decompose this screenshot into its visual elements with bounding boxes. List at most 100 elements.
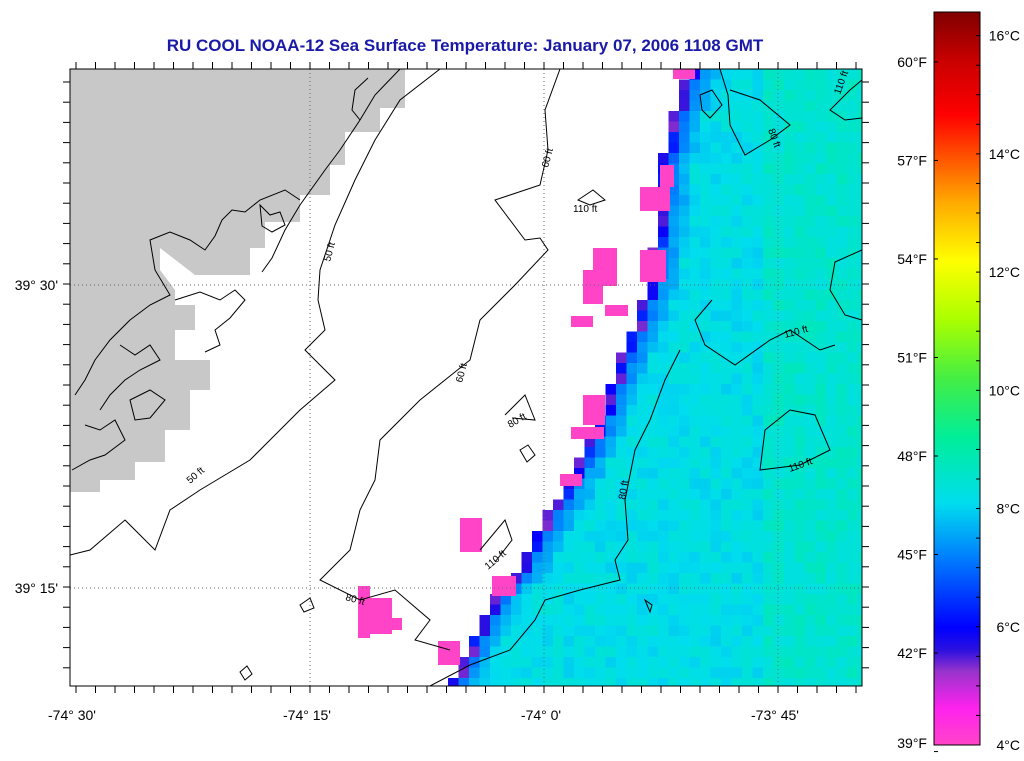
sst-cell	[857, 216, 862, 227]
sst-cell	[700, 604, 711, 616]
sst-cell	[826, 447, 837, 458]
sst-cell	[763, 541, 774, 553]
sst-cell	[542, 510, 554, 521]
sst-cell	[742, 216, 753, 227]
sst-cell	[721, 79, 732, 91]
sst-cell	[836, 79, 848, 91]
sst-cell	[784, 184, 795, 196]
sst-cell	[742, 342, 753, 353]
sst-cell	[721, 678, 732, 686]
sst-cell	[815, 447, 827, 458]
sst-cell	[773, 184, 785, 196]
sst-cell	[826, 163, 837, 175]
sst-cell	[836, 405, 848, 416]
sst-cell	[637, 352, 648, 364]
sst-cell	[752, 436, 764, 448]
sst-cell	[773, 552, 785, 563]
sst-cell	[563, 646, 575, 658]
sst-cell	[616, 678, 627, 686]
sst-cell	[731, 405, 743, 416]
sst-cell	[700, 394, 711, 406]
sst-cell	[784, 300, 795, 311]
sst-cell	[605, 657, 617, 668]
sst-cell	[679, 205, 690, 217]
sst-cell	[773, 174, 785, 185]
sst-cell	[679, 100, 690, 112]
sst-cell	[658, 468, 669, 479]
sst-cell	[616, 405, 627, 416]
sst-cell	[773, 615, 785, 626]
sst-cell	[836, 541, 848, 553]
sst-cell	[794, 657, 806, 668]
sst-cell	[595, 604, 606, 616]
sst-cell	[689, 520, 701, 532]
sst-cell	[773, 373, 785, 385]
sst-cell	[731, 279, 743, 290]
sst-cell	[815, 405, 827, 416]
sst-cell	[689, 468, 701, 479]
sst-cell	[710, 583, 722, 595]
sst-cell	[605, 562, 617, 574]
sst-cell	[857, 594, 862, 605]
sst-cell	[847, 79, 858, 91]
sst-cell	[710, 499, 722, 511]
sst-cell	[679, 331, 690, 343]
sst-field	[358, 69, 862, 686]
sst-cell	[752, 342, 764, 353]
sst-cell	[836, 226, 848, 238]
sst-cell	[847, 489, 858, 500]
sst-cell	[826, 384, 837, 395]
sst-cell	[815, 90, 827, 101]
sst-cell	[637, 667, 648, 679]
sst-cell	[805, 520, 816, 532]
sst-cell	[595, 573, 606, 584]
sst-cell	[626, 394, 638, 406]
sst-cell	[700, 352, 711, 364]
sst-cell	[847, 237, 858, 248]
sst-cell	[826, 216, 837, 227]
sst-cell	[532, 615, 543, 626]
sst-cell	[847, 195, 858, 206]
sst-cell	[637, 489, 648, 500]
sst-cell	[532, 552, 543, 563]
sst-cell	[773, 132, 785, 143]
sst-cell	[668, 226, 680, 238]
sst-cell	[647, 510, 659, 521]
sst-cell	[742, 174, 753, 185]
sst-cell	[647, 289, 659, 301]
sst-cell	[794, 499, 806, 511]
sst-cell	[826, 520, 837, 532]
sst-cell	[647, 321, 659, 332]
sst-cell	[721, 352, 732, 364]
sst-cell	[710, 478, 722, 490]
sst-cell	[773, 678, 785, 686]
sst-cell	[815, 79, 827, 91]
sst-cell	[700, 205, 711, 217]
sst-cell	[616, 636, 627, 647]
sst-cell	[626, 615, 638, 626]
sst-cell	[626, 510, 638, 521]
sst-cell	[721, 331, 732, 343]
sst-cell	[721, 342, 732, 353]
sst-cell	[710, 111, 722, 122]
sst-cell	[773, 226, 785, 238]
sst-cell	[794, 646, 806, 658]
sst-cell	[847, 657, 858, 668]
sst-cell	[658, 510, 669, 521]
sst-cell	[658, 310, 669, 322]
sst-cell	[752, 195, 764, 206]
sst-cell	[595, 531, 606, 542]
sst-cell	[647, 468, 659, 479]
sst-cell	[700, 552, 711, 563]
sst-cell	[563, 541, 575, 553]
sst-cell	[679, 184, 690, 196]
sst-cell	[542, 678, 554, 686]
sst-cell	[721, 552, 732, 563]
sst-cell	[773, 499, 785, 511]
sst-cell	[857, 478, 862, 490]
sst-cell	[710, 636, 722, 647]
sst-cell	[784, 321, 795, 332]
sst-cell	[836, 384, 848, 395]
sst-cell	[742, 352, 753, 364]
sst-cell	[679, 373, 690, 385]
